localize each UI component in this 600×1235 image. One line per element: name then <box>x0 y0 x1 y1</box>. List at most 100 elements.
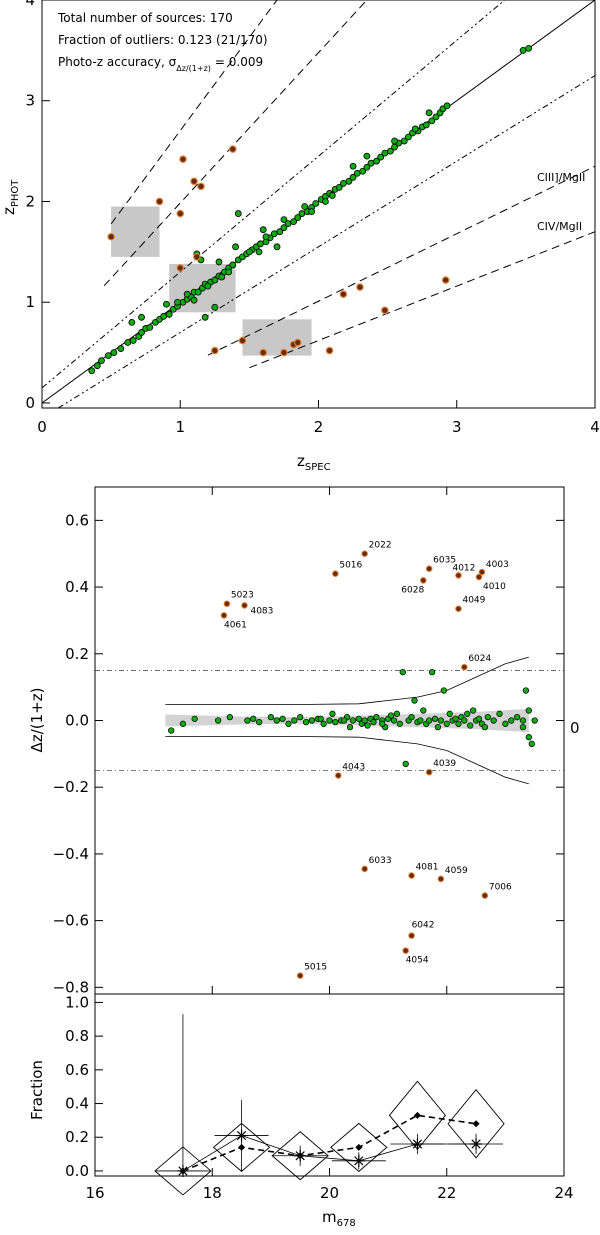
top-ticks: 0 1 2 3 4 0 1 2 3 4 <box>25 0 600 436</box>
inlier-point <box>218 273 226 281</box>
inlier-point <box>381 149 389 157</box>
lower-envelope <box>165 736 529 785</box>
bottom-xlabel-sub: 678 <box>337 1218 356 1229</box>
inlier-point <box>359 167 367 175</box>
outlier-point <box>441 276 450 284</box>
inlier-point <box>432 113 440 121</box>
outlier-point <box>280 348 288 357</box>
outlier-label-6024: 6024 <box>468 654 491 664</box>
inlier-point <box>138 313 145 321</box>
outlier-point-4043 <box>334 772 342 779</box>
inlier-point <box>396 720 404 727</box>
outlier-label-4043: 4043 <box>342 763 365 773</box>
inlier-point <box>225 268 233 276</box>
diamond-marker <box>355 1143 363 1151</box>
shaded-box-2 <box>242 319 312 356</box>
bottom-ticks: 16 18 20 22 24 0.0 0.2 0.4 0.6 0.8 1.0 <box>65 993 573 1202</box>
inlier-point <box>469 707 477 714</box>
outlier-label-4049: 4049 <box>462 596 485 606</box>
outlier-point-4059 <box>437 875 445 883</box>
inlier-point <box>452 715 459 722</box>
middle-right-zero-label: 0 <box>570 719 580 737</box>
inlier-point <box>428 117 436 125</box>
inlier-point <box>525 44 533 52</box>
top-ytick-label: 4 <box>25 0 35 9</box>
inlier-point <box>422 121 430 129</box>
inlier-point <box>370 719 377 726</box>
inlier-point <box>280 216 288 224</box>
inlier-point <box>377 153 385 161</box>
inlier-point <box>255 248 263 256</box>
inlier-point <box>280 224 288 232</box>
middle-ticks: −0.8 −0.6 −0.4 −0.2 0.0 0.2 0.4 0.6 <box>53 487 565 996</box>
outlier-point-4039 <box>425 768 433 776</box>
bottom-ytick-label: 0.4 <box>65 1095 89 1113</box>
inlier-point <box>211 303 219 311</box>
inlier-point <box>244 717 251 724</box>
inlier-point <box>322 198 329 205</box>
outlier-point-4083 <box>241 602 248 609</box>
inlier-point <box>531 717 538 724</box>
inlier-point <box>160 312 168 320</box>
inlier-point <box>349 162 357 170</box>
outlier-label-5016: 5016 <box>339 561 362 571</box>
inlier-point <box>276 228 284 236</box>
outlier-point-6028 <box>420 577 427 584</box>
outlier-point <box>259 348 268 357</box>
inlier-point <box>431 715 439 722</box>
bottom-ytick-label: 0.6 <box>65 1061 89 1079</box>
inlier-point <box>259 226 267 234</box>
asterisk-marker <box>294 1149 307 1162</box>
civ-mgii-line <box>249 231 595 369</box>
upper-envelope <box>165 656 529 705</box>
outlier-point-6024 <box>461 663 468 671</box>
inlier-point <box>443 102 451 110</box>
inlier-point <box>124 339 132 346</box>
accuracy-value: = 0.009 <box>215 55 263 69</box>
asterisk-marker <box>352 1154 365 1167</box>
inlier-point <box>229 261 237 269</box>
civ-mgii-inverse-line <box>110 0 278 225</box>
diamond-marker <box>238 1143 246 1151</box>
top-points <box>88 44 533 375</box>
inlier-point <box>165 310 173 318</box>
inlier-point <box>490 717 497 724</box>
inlier-point <box>174 298 181 306</box>
inlier-point <box>349 717 357 724</box>
inlier-point <box>320 720 327 727</box>
accuracy-prefix: Photo-z accuracy, σ <box>58 55 177 69</box>
inlier-point <box>440 687 447 694</box>
bottom-ylabel: Fraction <box>28 1060 46 1120</box>
inlier-point <box>128 318 136 326</box>
label-ciii-mgii: CIII]/MgII <box>537 171 585 184</box>
outlier-point-4081 <box>408 872 415 879</box>
inlier-point <box>270 230 278 238</box>
diamond-errbox <box>154 1146 212 1196</box>
outlier-label-2022: 2022 <box>369 541 392 551</box>
inlier-point <box>461 717 468 724</box>
inlier-point <box>434 724 442 731</box>
inlier-point <box>312 200 320 207</box>
outlier-point-5015 <box>296 972 304 979</box>
diamond-marker <box>413 1111 421 1119</box>
middle-points <box>168 550 538 979</box>
inlier-point <box>291 717 298 724</box>
inlier-point <box>201 313 209 321</box>
diamond-series-line <box>182 1114 477 1172</box>
outlier-point <box>193 253 201 261</box>
inlier-point <box>346 724 354 731</box>
asterisk-series-line <box>182 1135 477 1172</box>
outlier-point-4054 <box>402 947 410 954</box>
outlier-point <box>107 232 115 241</box>
outlier-label-4061: 4061 <box>224 620 247 630</box>
inlier-point <box>226 714 233 721</box>
bottom-xtick-label: 18 <box>203 1184 222 1202</box>
bottom-ytick-label: 0.8 <box>65 1027 89 1045</box>
inlier-point <box>428 668 436 676</box>
bottom-xlabel: m678 <box>322 1208 356 1229</box>
bottom-xtick-label: 20 <box>320 1184 339 1202</box>
inlier-point <box>215 258 223 266</box>
inlier-point <box>335 183 343 191</box>
ciii-mgii-line <box>207 165 595 356</box>
outlier-point <box>381 306 389 315</box>
